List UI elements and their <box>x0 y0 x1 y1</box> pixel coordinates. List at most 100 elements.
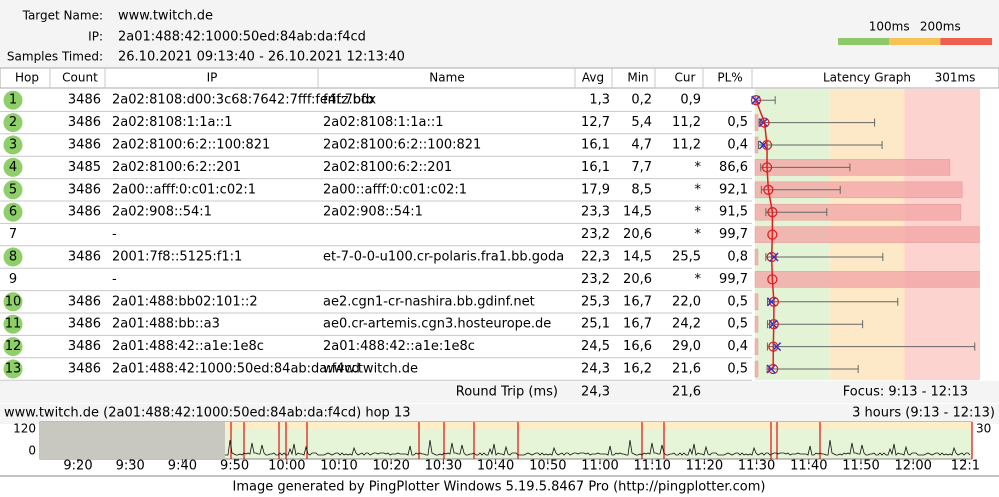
time-label: 9:40 <box>168 459 197 474</box>
min: 8,5 <box>631 182 652 197</box>
hop: 4 <box>9 160 17 175</box>
name: 2a00::afff:0:c01:c02:1 <box>323 182 467 197</box>
packet-loss: 0,5 <box>727 317 748 332</box>
time-label: 11:30 <box>738 459 775 474</box>
min: 16,7 <box>623 294 652 309</box>
cur: 21,6 <box>672 362 701 377</box>
count: 3486 <box>68 250 101 265</box>
loss-bar <box>754 226 980 243</box>
hop: 6 <box>9 205 17 220</box>
hop: 8 <box>9 250 17 265</box>
time-label: 10:20 <box>372 459 409 474</box>
min: 5,4 <box>631 115 652 130</box>
hop-badge <box>3 337 23 357</box>
packet-loss: 0,4 <box>727 339 748 354</box>
y-top: 120 <box>13 422 36 436</box>
packet-loss: 86,6 <box>719 160 748 175</box>
hop-badge <box>3 292 23 312</box>
time-label: 10:10 <box>320 459 357 474</box>
hop: 13 <box>5 362 22 377</box>
ip: - <box>112 272 117 287</box>
loss-bar <box>754 338 759 355</box>
name: fritz.box <box>323 93 376 108</box>
name: 2a02:8100:6:2::201 <box>323 160 452 175</box>
label: Target Name: <box>22 9 103 23</box>
loss-bar <box>754 159 951 176</box>
time-label: 10:00 <box>268 459 305 474</box>
timeline-header <box>0 404 999 424</box>
time-label: 12:00 <box>894 459 931 474</box>
min: 16,6 <box>623 339 652 354</box>
min: 20,6 <box>623 272 652 287</box>
avg: 25,1 <box>581 317 610 332</box>
column-header: IP <box>207 71 218 85</box>
loss-bar <box>754 271 980 288</box>
cur-marker <box>751 95 761 105</box>
packet-loss: 0,5 <box>727 362 748 377</box>
avg: 1,3 <box>589 93 610 108</box>
samples: 26.10.2021 09:13:40 - 26.10.2021 12:13:4… <box>118 50 405 65</box>
hop-badge <box>3 90 23 110</box>
time-label: 9:30 <box>116 459 145 474</box>
time-label: 10:50 <box>529 459 566 474</box>
timeline-nodata <box>40 422 225 459</box>
min: 0,2 <box>631 93 652 108</box>
ip: 2a02:8108:d00:3c68:7642:7fff:fe4f:7bfb <box>112 93 374 108</box>
hop: 5 <box>9 182 17 197</box>
count: 3486 <box>68 205 101 220</box>
min: 16,7 <box>623 317 652 332</box>
ip: 2a02:8100:6:2::100:821 <box>112 138 270 153</box>
ip: 2a01:488:bb02:101::2 <box>112 294 258 309</box>
time-label: 11:50 <box>842 459 879 474</box>
cur: 29,0 <box>672 339 701 354</box>
column-header: Name <box>429 71 464 85</box>
column-header: Avg <box>582 71 604 85</box>
loss-bar <box>754 203 962 221</box>
cur: * <box>695 272 702 287</box>
avg: 16,1 <box>581 138 610 153</box>
count: 3486 <box>68 115 101 130</box>
hop-badge <box>3 180 23 200</box>
avg: 25,3 <box>581 294 610 309</box>
packet-loss: 0,4 <box>727 138 748 153</box>
time-label: 11:40 <box>790 459 827 474</box>
label: IP: <box>88 30 103 44</box>
avg: 24,5 <box>581 339 610 354</box>
avg: 23,2 <box>581 227 610 242</box>
avg: 17,9 <box>581 182 610 197</box>
header-bg <box>0 0 999 68</box>
ip: 2001:7f8::5125:f1:1 <box>112 250 242 265</box>
hop-badge <box>3 157 23 177</box>
name: et-7-0-0-u100.cr-polaris.fra1.bb.goda <box>323 250 564 265</box>
name: ae2.cgn1-cr-nashira.bb.gdinf.net <box>323 294 535 309</box>
time-label: 9:20 <box>63 459 92 474</box>
min: 4,7 <box>631 138 652 153</box>
legend-zone <box>838 38 890 45</box>
legend-zone <box>889 38 941 45</box>
name: 2a02:8100:6:2::100:821 <box>323 138 481 153</box>
cur: * <box>695 205 702 220</box>
hop-badge <box>3 247 23 267</box>
ip: - <box>112 227 117 242</box>
ip: 2a01:488:42::a1e:1e8c <box>112 339 264 354</box>
focus: Focus: 9:13 - 12:13 <box>843 385 968 400</box>
packet-loss: 0,8 <box>727 250 748 265</box>
cur: 24,2 <box>672 317 701 332</box>
avg: 23,2 <box>581 272 610 287</box>
packet-loss: 92,1 <box>719 182 748 197</box>
hop: 3 <box>9 138 17 153</box>
time-label: 12:1 <box>951 459 980 474</box>
time-label: 11:00 <box>581 459 618 474</box>
column-header: Min <box>627 71 648 85</box>
legend-label: 100ms <box>869 20 910 34</box>
ip: 2a01:488:42:1000:50ed:84ab:da:f4cd <box>118 30 366 45</box>
y-right: 30 <box>976 422 991 436</box>
hop: 9 <box>9 272 17 287</box>
loss-bar <box>754 114 759 131</box>
column-header: Count <box>62 71 98 85</box>
min: 16,2 <box>623 362 652 377</box>
timeline-warn <box>40 422 972 429</box>
count: 3486 <box>68 317 101 332</box>
hop: 1 <box>9 93 17 108</box>
